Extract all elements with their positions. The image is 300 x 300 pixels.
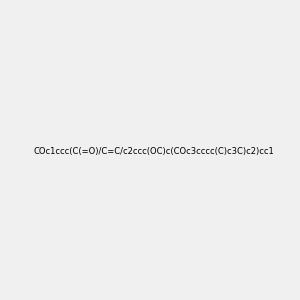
Text: COc1ccc(C(=O)/C=C/c2ccc(OC)c(COc3cccc(C)c3C)c2)cc1: COc1ccc(C(=O)/C=C/c2ccc(OC)c(COc3cccc(C)… [33,147,274,156]
